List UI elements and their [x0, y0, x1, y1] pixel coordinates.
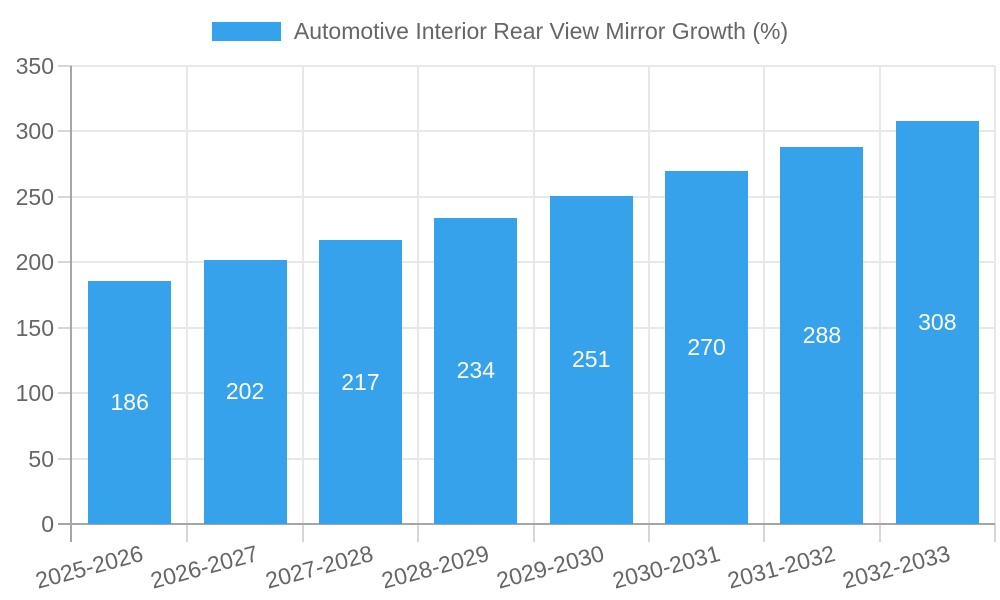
gridline-vertical	[763, 66, 766, 524]
x-tick-label: 2031-2032	[724, 540, 838, 594]
bar-value-label: 308	[918, 308, 957, 335]
x-axis-line	[58, 523, 995, 525]
y-tick-mark	[58, 130, 72, 133]
gridline-vertical	[301, 66, 304, 524]
x-tick-mark	[994, 524, 996, 542]
y-tick-label: 150	[15, 314, 54, 341]
legend-swatch-icon	[211, 22, 281, 41]
bar[interactable]: 234	[434, 217, 518, 524]
bar[interactable]: 202	[203, 259, 287, 524]
y-tick-label: 250	[15, 183, 54, 210]
bar[interactable]: 270	[665, 170, 749, 524]
y-tick-mark	[58, 326, 72, 329]
bar-value-label: 217	[341, 368, 380, 395]
bar-value-label: 202	[225, 378, 265, 405]
x-tick-mark	[763, 524, 766, 542]
x-tick-label: 2029-2030	[493, 540, 607, 594]
gridline-vertical	[994, 66, 996, 524]
legend[interactable]: Automotive Interior Rear View Mirror Gro…	[0, 18, 1000, 45]
gridline-vertical	[647, 66, 650, 524]
gridline-vertical	[417, 66, 420, 524]
y-tick-mark	[58, 261, 72, 264]
bar-value-label: 288	[802, 322, 842, 349]
bar[interactable]: 217	[318, 240, 402, 524]
x-tick-mark	[532, 524, 535, 542]
bar-value-label: 234	[456, 357, 495, 384]
y-tick-label: 350	[15, 53, 54, 79]
y-axis-line	[70, 66, 72, 542]
bar[interactable]: 251	[549, 195, 633, 524]
x-tick-mark	[417, 524, 420, 542]
legend-label: Automotive Interior Rear View Mirror Gro…	[293, 18, 789, 44]
y-tick-mark	[58, 457, 72, 460]
x-tick-label: 2025-2026	[32, 540, 146, 594]
bar-value-label: 251	[572, 346, 611, 373]
y-tick-mark	[58, 392, 72, 395]
y-tick-label: 0	[41, 511, 54, 537]
x-tick-label: 2027-2028	[263, 540, 377, 594]
y-tick-label: 50	[28, 445, 54, 472]
bar-value-label: 270	[687, 333, 726, 360]
bar-value-label: 186	[110, 388, 149, 415]
gridline-vertical	[532, 66, 535, 524]
bar[interactable]: 186	[88, 280, 172, 524]
x-tick-mark	[878, 524, 881, 542]
gridline-vertical	[186, 66, 189, 524]
x-tick-mark	[647, 524, 650, 542]
x-tick-label: 2026-2027	[147, 540, 261, 594]
bar[interactable]: 308	[895, 120, 979, 524]
y-tick-label: 100	[15, 380, 54, 407]
x-tick-mark	[301, 524, 304, 542]
gridline-vertical	[878, 66, 881, 524]
x-tick-label: 2032-2033	[840, 540, 954, 594]
x-tick-label: 2028-2029	[378, 540, 492, 594]
y-tick-mark	[58, 65, 72, 67]
x-tick-mark	[186, 524, 189, 542]
bar[interactable]: 288	[780, 147, 864, 524]
x-tick-label: 2030-2031	[609, 540, 723, 594]
y-tick-label: 200	[15, 249, 54, 276]
y-tick-label: 300	[15, 118, 54, 145]
y-tick-mark	[58, 195, 72, 198]
